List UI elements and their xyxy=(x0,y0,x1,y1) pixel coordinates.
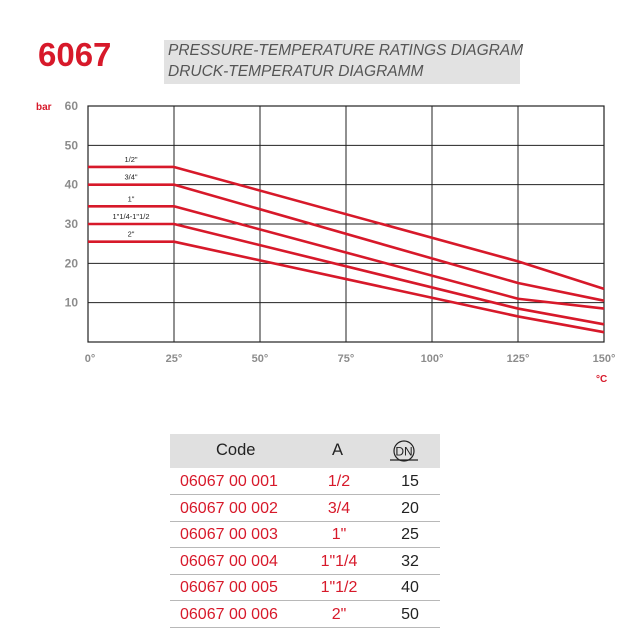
row-code: 06067 00 005 xyxy=(180,579,278,596)
row-code: 06067 00 003 xyxy=(180,526,278,543)
x-tick-label: 125° xyxy=(507,353,530,365)
series-label: 1"1/4-1"1/2 xyxy=(112,212,149,221)
x-tick-label: 25° xyxy=(166,353,183,365)
x-tick-label: 75° xyxy=(338,353,355,365)
row-dn: 32 xyxy=(401,552,419,570)
series-line xyxy=(88,205,605,310)
x-tick-label: 0° xyxy=(85,353,96,365)
x-axis-unit: °C xyxy=(596,374,607,385)
table-row: 06067 00 006 2" 50 xyxy=(170,603,440,628)
table-header-background xyxy=(170,434,440,468)
row-size-a: 1" xyxy=(331,526,347,543)
table-header-dn: DN xyxy=(395,445,412,459)
row-code: 06067 00 001 xyxy=(180,473,278,490)
row-size-a: 2" xyxy=(331,605,347,623)
x-tick-label: 100° xyxy=(421,353,444,365)
table-row: 06067 00 002 3/4 20 xyxy=(170,497,440,522)
table-row: 06067 00 001 1/2 15 xyxy=(170,470,440,495)
y-tick-label: 60 xyxy=(65,99,79,113)
series-line xyxy=(88,240,605,334)
table-header-code: Code xyxy=(216,441,256,459)
table-row: 06067 00 004 1"1/4 32 xyxy=(170,550,440,575)
y-tick-label: 50 xyxy=(65,138,79,152)
row-size-a: 1"1/2 xyxy=(320,579,358,596)
series-line xyxy=(88,183,605,302)
chart-series xyxy=(88,165,605,334)
title-background xyxy=(164,40,520,84)
row-dn: 50 xyxy=(401,605,419,623)
pressure-temperature-chart: 0° 25° 50° 75° 100° 125° 150° 10 20 30 40 50 60 1/2"… xyxy=(36,99,616,385)
dn-symbol-icon: DN xyxy=(390,440,418,462)
row-dn: 40 xyxy=(401,579,419,596)
series-line xyxy=(88,165,605,291)
y-tick-label: 20 xyxy=(65,256,79,270)
table-header-a: A xyxy=(332,441,344,459)
y-tick-label: 10 xyxy=(65,296,79,310)
chart-ticks: 0° 25° 50° 75° 100° 125° 150° 10 20 30 40 50 60 xyxy=(65,99,616,365)
y-axis-unit: bar xyxy=(36,102,52,113)
row-code: 06067 00 006 xyxy=(180,605,278,623)
chart-series-labels: 1/2" 3/4" 1" 1"1/4-1"1/2 2" xyxy=(112,155,149,239)
series-label: 3/4" xyxy=(124,173,137,182)
row-code: 06067 00 002 xyxy=(180,499,278,517)
x-tick-label: 150° xyxy=(593,353,616,365)
row-dn: 20 xyxy=(401,499,419,517)
product-code-title: 6067 xyxy=(38,36,112,73)
row-size-a: 3/4 xyxy=(327,499,351,517)
row-size-a: 1"1/4 xyxy=(320,552,358,570)
series-label: 2" xyxy=(128,230,135,239)
title-german: DRUCK-TEMPERATUR DIAGRAMM xyxy=(168,63,424,80)
table-row: 06067 00 003 1" 25 xyxy=(170,523,440,548)
row-dn: 15 xyxy=(401,473,419,490)
series-line xyxy=(88,222,605,326)
y-tick-label: 30 xyxy=(65,217,79,231)
y-tick-label: 40 xyxy=(65,178,79,192)
x-tick-label: 50° xyxy=(252,353,269,365)
series-label: 1" xyxy=(128,194,135,203)
table-row: 06067 00 005 1"1/2 40 xyxy=(170,576,440,601)
row-code: 06067 00 004 xyxy=(180,552,278,570)
title-english: PRESSURE-TEMPERATURE RATINGS DIAGRAM xyxy=(168,42,524,59)
row-size-a: 1/2 xyxy=(327,473,351,490)
row-dn: 25 xyxy=(401,526,419,543)
series-label: 1/2" xyxy=(124,155,137,164)
